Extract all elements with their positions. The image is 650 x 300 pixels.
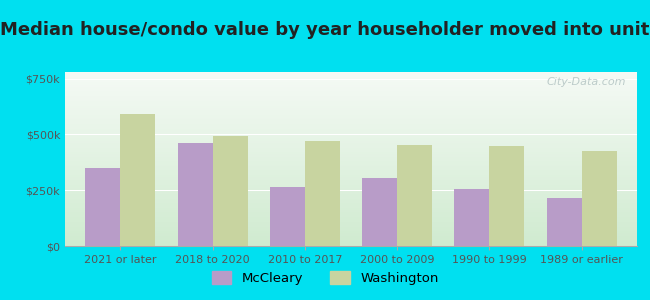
- Bar: [582, 151, 617, 246]
- Bar: [270, 187, 305, 246]
- Bar: [85, 168, 120, 246]
- Bar: [305, 141, 340, 246]
- Text: Median house/condo value by year householder moved into unit: Median house/condo value by year househo…: [0, 21, 650, 39]
- Bar: [397, 145, 432, 246]
- Bar: [177, 143, 213, 246]
- Bar: [213, 136, 248, 246]
- Bar: [454, 189, 489, 246]
- Bar: [120, 114, 155, 246]
- Text: City-Data.com: City-Data.com: [546, 77, 625, 87]
- Bar: [547, 198, 582, 246]
- Bar: [489, 146, 525, 246]
- Bar: [362, 178, 397, 246]
- Legend: McCleary, Washington: McCleary, Washington: [206, 266, 444, 290]
